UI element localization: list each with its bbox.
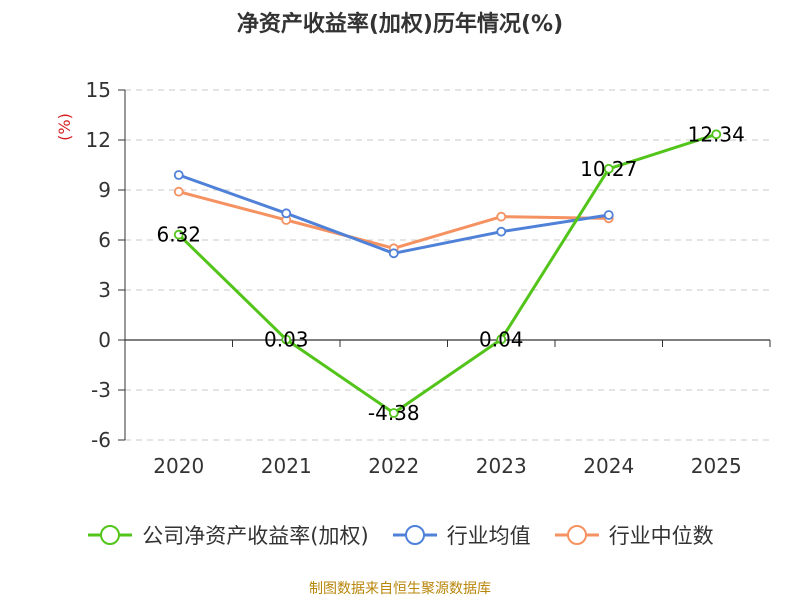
chart-title: 净资产收益率(加权)历年情况(%)	[236, 12, 564, 37]
data-point	[173, 229, 184, 240]
data-label: -4.38	[368, 401, 420, 425]
data-label: 12.34	[688, 122, 745, 146]
grid-layer	[125, 89, 770, 441]
legend-label: 行业均值	[446, 524, 531, 548]
x-tick-label: 2020	[153, 454, 204, 478]
y-tick-label: 15	[86, 78, 111, 102]
data-point	[711, 129, 722, 140]
legend-item[interactable]: 行业中位数	[553, 520, 714, 550]
data-point	[496, 211, 507, 222]
data-label: 6.32	[156, 223, 201, 247]
axis-layer: -6 -3 0 3 6 9 12 15 2020 2021 2022 2023 2024 2025 (%)	[55, 78, 771, 478]
series-line	[178, 173, 609, 255]
x-tick-label: 2023	[476, 454, 527, 478]
legend-item[interactable]: 公司净资产收益率(加权)	[86, 520, 369, 550]
legend: 公司净资产收益率(加权) 行业均值 行业中位数	[0, 520, 800, 550]
data-point	[173, 186, 184, 197]
y-tick-label: -3	[91, 378, 111, 402]
x-tick-label: 2025	[691, 454, 742, 478]
x-tick-label: 2022	[368, 454, 419, 478]
y-tick-label: 12	[86, 128, 111, 152]
x-tick-label: 2024	[583, 454, 634, 478]
y-axis-unit: (%)	[55, 113, 74, 141]
y-tick-label: 0	[98, 328, 111, 352]
legend-swatch	[554, 525, 599, 545]
legend-label: 行业中位数	[608, 524, 714, 548]
data-point	[603, 210, 614, 220]
data-point	[173, 170, 184, 180]
data-point	[496, 226, 507, 237]
data-label: 10.27	[580, 157, 637, 181]
data-point	[603, 163, 614, 174]
y-tick-label: 9	[98, 178, 111, 202]
data-label: 0.03	[264, 328, 309, 352]
x-tick-label: 2021	[261, 454, 312, 478]
series-line	[177, 132, 717, 415]
legend-swatch	[88, 525, 133, 545]
legend-item[interactable]: 行业均值	[391, 520, 531, 550]
legend-swatch	[392, 525, 437, 545]
data-point	[388, 408, 399, 418]
data-label: 0.04	[479, 327, 524, 351]
source-footer: 制图数据来自恒生聚源数据库	[309, 581, 491, 597]
data-point	[496, 334, 507, 345]
data-point	[388, 248, 399, 259]
legend-label: 公司净资产收益率(加权)	[142, 524, 369, 548]
y-tick-label: 6	[98, 228, 111, 252]
series-layer	[173, 129, 722, 418]
y-tick-label: -6	[91, 428, 111, 452]
data-point	[281, 208, 292, 219]
label-layer: 6.32 0.03 -4.38 0.04 10.27 12.34	[156, 122, 744, 425]
y-tick-label: 3	[98, 278, 111, 302]
data-point	[281, 334, 292, 345]
